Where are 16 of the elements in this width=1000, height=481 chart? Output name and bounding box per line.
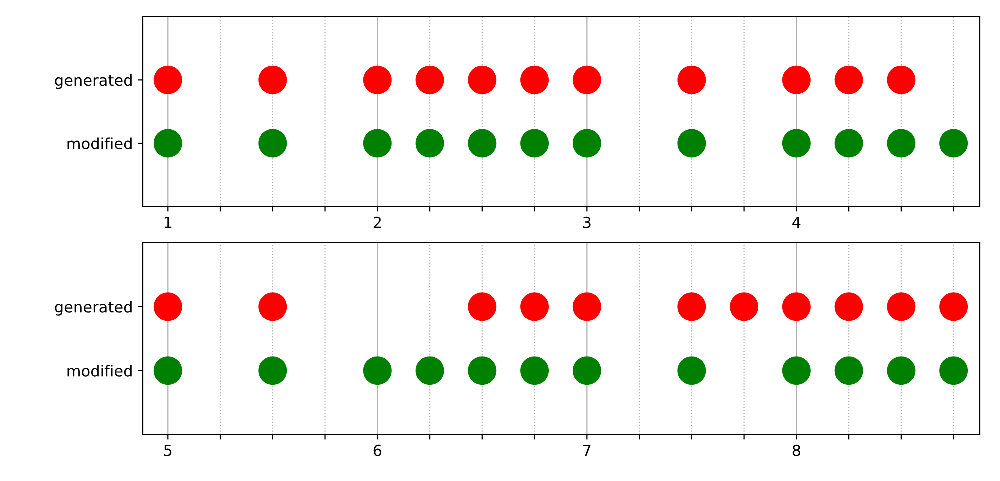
x-tick-label: 7 — [584, 445, 591, 456]
x-tick-label: 4 — [792, 217, 801, 228]
y-tick-label: modified — [68, 365, 132, 377]
x-tick-label: 3 — [583, 216, 591, 228]
x-tick-label: 5 — [164, 445, 172, 456]
x-tick-label: 6 — [374, 444, 382, 456]
point — [416, 356, 444, 386]
point — [940, 129, 968, 158]
x-tick-label: 2 — [374, 216, 381, 228]
x-tick-label: 8 — [792, 444, 800, 456]
y-tick-label: modified — [68, 138, 132, 150]
y-tick-label: generated — [55, 74, 132, 90]
x-tick-label: 1 — [164, 217, 172, 228]
point — [730, 292, 759, 322]
point — [363, 356, 392, 386]
y-tick-label: generated — [55, 301, 132, 316]
